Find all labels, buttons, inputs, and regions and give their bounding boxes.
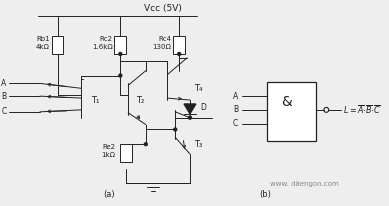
Text: (b): (b) <box>259 190 272 199</box>
Text: D: D <box>200 103 206 112</box>
Text: B: B <box>233 105 238 114</box>
Text: Re2: Re2 <box>102 144 116 150</box>
Circle shape <box>119 53 122 55</box>
Text: A: A <box>1 79 7 88</box>
Text: Vᴄᴄ (5V): Vᴄᴄ (5V) <box>144 4 182 13</box>
Bar <box>114 36 126 54</box>
Circle shape <box>174 128 177 131</box>
Text: T₄: T₄ <box>194 84 202 93</box>
Text: 1kΩ: 1kΩ <box>102 152 116 158</box>
Text: 4kΩ: 4kΩ <box>36 44 50 50</box>
Text: T₂: T₂ <box>136 96 144 105</box>
Text: C: C <box>1 107 7 116</box>
Circle shape <box>189 116 191 119</box>
Text: Rc2: Rc2 <box>100 36 112 42</box>
Text: T₃: T₃ <box>194 140 202 149</box>
Polygon shape <box>184 104 196 114</box>
Bar <box>173 36 185 54</box>
Text: T₁: T₁ <box>91 96 99 105</box>
Text: Rb1: Rb1 <box>36 36 50 42</box>
Text: 130Ω: 130Ω <box>152 44 171 50</box>
Circle shape <box>178 53 180 55</box>
Bar <box>120 144 132 162</box>
Bar <box>267 82 317 141</box>
Text: (a): (a) <box>103 190 114 199</box>
Text: Rc4: Rc4 <box>158 36 171 42</box>
Text: A: A <box>233 92 238 101</box>
Text: $\mathit{L{=}\overline{A}{\cdot}\overline{B}{\cdot}\overline{C}}$: $\mathit{L{=}\overline{A}{\cdot}\overlin… <box>343 103 381 116</box>
Circle shape <box>144 143 147 146</box>
Text: 1.6kΩ: 1.6kΩ <box>92 44 112 50</box>
Text: &: & <box>281 95 291 109</box>
Text: www. däеngon.com: www. däеngon.com <box>270 181 339 187</box>
Text: B: B <box>2 92 7 101</box>
Text: C: C <box>233 119 238 128</box>
Circle shape <box>119 74 122 77</box>
Bar <box>52 36 63 54</box>
